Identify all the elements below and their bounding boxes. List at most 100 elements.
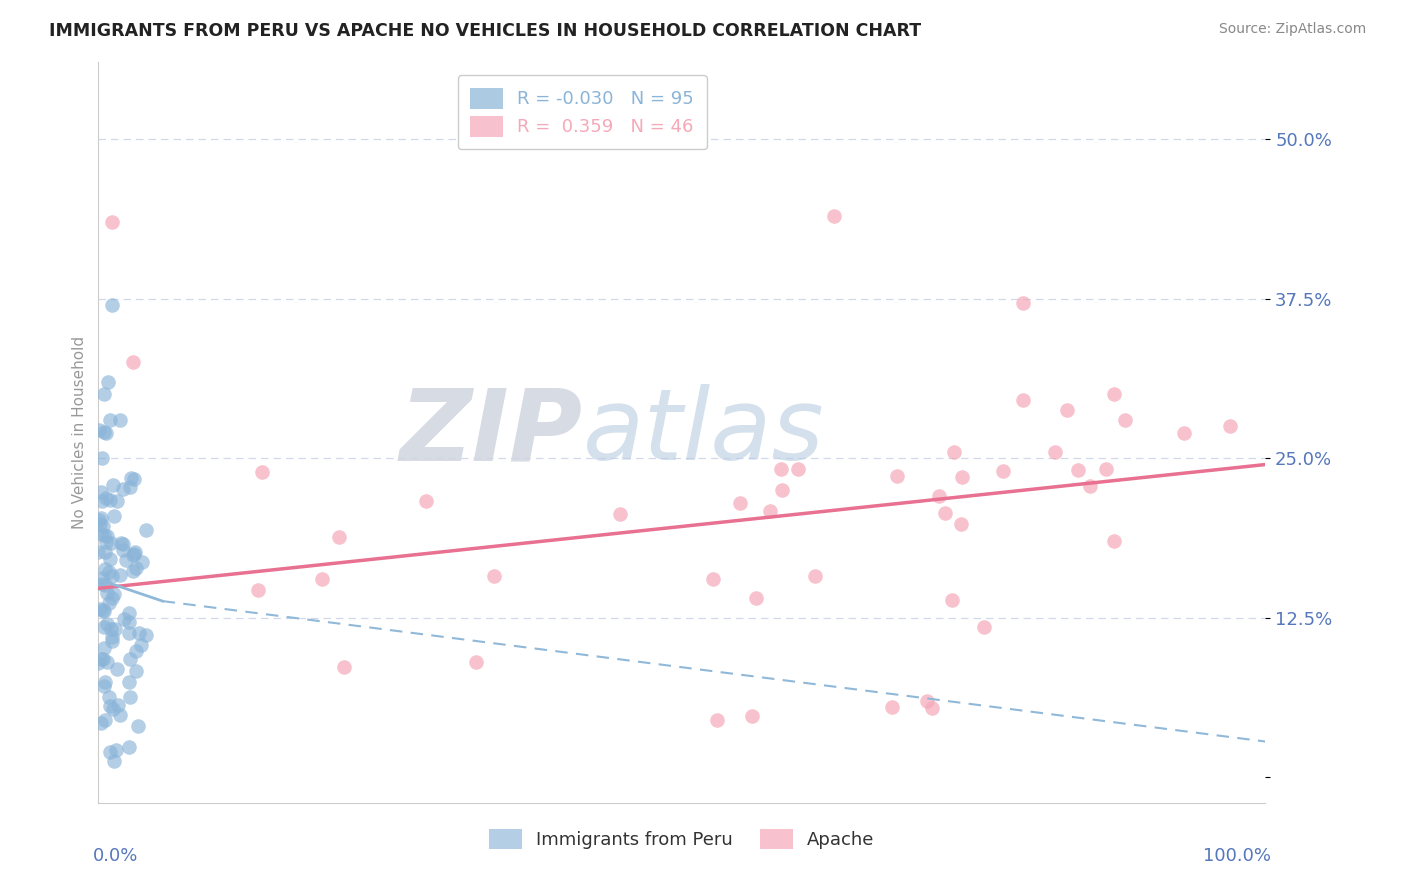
Point <box>107 698 129 712</box>
Point <box>1012 392 1035 407</box>
Point <box>118 615 141 629</box>
Y-axis label: No Vehicles in Household: No Vehicles in Household <box>72 336 87 529</box>
Point <box>103 587 125 601</box>
Point <box>921 700 943 714</box>
Point <box>110 536 132 550</box>
Point <box>1056 402 1078 417</box>
Point <box>91 451 114 466</box>
Point <box>702 573 724 587</box>
Point <box>96 617 118 632</box>
Point <box>114 553 136 567</box>
Point <box>94 578 117 592</box>
Point <box>91 493 114 508</box>
Point <box>112 612 135 626</box>
Point <box>112 482 135 496</box>
Point <box>127 719 149 733</box>
Point <box>101 215 124 229</box>
Point <box>118 606 141 620</box>
Point <box>93 544 115 558</box>
Text: 0.0%: 0.0% <box>93 847 138 865</box>
Point <box>118 480 141 494</box>
Point <box>93 528 115 542</box>
Point <box>128 626 150 640</box>
Point <box>89 511 111 525</box>
Point <box>122 355 145 369</box>
Point <box>1102 387 1125 401</box>
Point <box>101 701 124 715</box>
Point <box>104 622 127 636</box>
Point <box>131 555 153 569</box>
Point <box>98 745 121 759</box>
Point <box>609 507 631 521</box>
Point <box>973 620 995 634</box>
Point <box>98 565 121 579</box>
Point <box>247 583 270 598</box>
Point <box>333 660 356 674</box>
Point <box>98 690 121 705</box>
Point <box>89 423 111 437</box>
Point <box>744 591 766 606</box>
Point <box>98 413 121 427</box>
Point <box>122 472 145 486</box>
Point <box>117 740 139 755</box>
Point <box>934 506 956 520</box>
Point <box>112 542 135 557</box>
Text: ZIP: ZIP <box>399 384 582 481</box>
Point <box>93 713 115 727</box>
Point <box>94 562 117 576</box>
Point <box>770 483 793 497</box>
Point <box>101 298 124 312</box>
Point <box>1094 461 1116 475</box>
Legend: Immigrants from Peru, Apache: Immigrants from Peru, Apache <box>482 822 882 856</box>
Point <box>120 471 142 485</box>
Point <box>124 547 146 561</box>
Point <box>110 413 132 427</box>
Point <box>97 597 120 611</box>
Point <box>96 655 118 669</box>
Text: Source: ZipAtlas.com: Source: ZipAtlas.com <box>1219 22 1367 37</box>
Point <box>728 496 751 510</box>
Point <box>110 567 132 582</box>
Point <box>89 602 111 616</box>
Point <box>1102 534 1125 549</box>
Point <box>98 698 121 713</box>
Point <box>90 526 112 541</box>
Point <box>93 679 115 693</box>
Point <box>741 709 763 723</box>
Point <box>87 545 110 559</box>
Point <box>465 655 488 669</box>
Point <box>96 491 118 506</box>
Point <box>101 591 124 605</box>
Point <box>96 529 118 543</box>
Point <box>93 425 115 440</box>
Point <box>118 652 141 666</box>
Point <box>96 586 118 600</box>
Point <box>311 572 333 586</box>
Point <box>122 548 145 562</box>
Point <box>118 626 141 640</box>
Point <box>415 494 437 508</box>
Point <box>93 641 115 656</box>
Point <box>98 552 121 566</box>
Point <box>100 630 122 644</box>
Point <box>93 620 115 634</box>
Point <box>125 664 148 678</box>
Point <box>105 663 128 677</box>
Point <box>1173 425 1195 440</box>
Point <box>93 387 115 401</box>
Point <box>120 690 142 704</box>
Point <box>706 713 728 727</box>
Point <box>786 462 808 476</box>
Point <box>129 638 152 652</box>
Point <box>886 469 908 483</box>
Point <box>124 561 146 575</box>
Point <box>124 545 146 559</box>
Point <box>1078 479 1101 493</box>
Point <box>98 493 121 508</box>
Text: atlas: atlas <box>582 384 824 481</box>
Point <box>94 675 117 690</box>
Point <box>125 643 148 657</box>
Point <box>135 524 157 538</box>
Point <box>950 470 973 484</box>
Point <box>949 516 972 531</box>
